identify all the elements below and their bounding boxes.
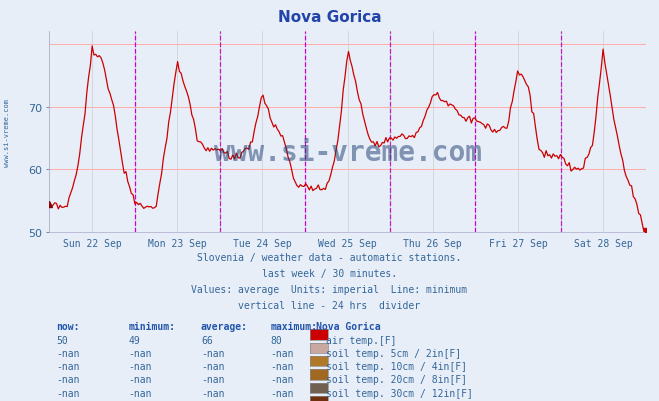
Text: 49: 49 — [129, 335, 140, 345]
Text: -nan: -nan — [129, 361, 152, 371]
Text: -nan: -nan — [129, 375, 152, 385]
Text: soil temp. 10cm / 4in[F]: soil temp. 10cm / 4in[F] — [326, 361, 467, 371]
Text: -nan: -nan — [270, 388, 294, 398]
Text: Fri 27 Sep: Fri 27 Sep — [488, 239, 548, 249]
Text: -nan: -nan — [129, 348, 152, 358]
Text: -nan: -nan — [56, 361, 80, 371]
Text: 50: 50 — [56, 335, 68, 345]
Text: 66: 66 — [201, 335, 213, 345]
Text: -nan: -nan — [201, 375, 225, 385]
Text: now:: now: — [56, 322, 80, 332]
Text: 80: 80 — [270, 335, 282, 345]
Text: Wed 25 Sep: Wed 25 Sep — [318, 239, 377, 249]
Text: www.si-vreme.com: www.si-vreme.com — [3, 98, 10, 166]
Text: soil temp. 20cm / 8in[F]: soil temp. 20cm / 8in[F] — [326, 375, 467, 385]
Text: Nova Gorica: Nova Gorica — [316, 322, 381, 332]
Text: average:: average: — [201, 322, 248, 332]
Text: last week / 30 minutes.: last week / 30 minutes. — [262, 269, 397, 279]
Text: Sat 28 Sep: Sat 28 Sep — [574, 239, 633, 249]
Text: -nan: -nan — [56, 375, 80, 385]
Text: air temp.[F]: air temp.[F] — [326, 335, 397, 345]
Text: Tue 24 Sep: Tue 24 Sep — [233, 239, 292, 249]
Text: -nan: -nan — [56, 388, 80, 398]
Text: -nan: -nan — [56, 348, 80, 358]
Text: vertical line - 24 hrs  divider: vertical line - 24 hrs divider — [239, 301, 420, 311]
Text: Values: average  Units: imperial  Line: minimum: Values: average Units: imperial Line: mi… — [191, 285, 468, 295]
Text: -nan: -nan — [129, 388, 152, 398]
Text: maximum:: maximum: — [270, 322, 317, 332]
Text: -nan: -nan — [270, 348, 294, 358]
Text: Thu 26 Sep: Thu 26 Sep — [403, 239, 462, 249]
Text: -nan: -nan — [270, 361, 294, 371]
Text: Nova Gorica: Nova Gorica — [277, 10, 382, 25]
Text: -nan: -nan — [201, 348, 225, 358]
Text: Sun 22 Sep: Sun 22 Sep — [63, 239, 121, 249]
Text: -nan: -nan — [201, 388, 225, 398]
Text: Slovenia / weather data - automatic stations.: Slovenia / weather data - automatic stat… — [197, 253, 462, 263]
Text: minimum:: minimum: — [129, 322, 175, 332]
Text: soil temp. 5cm / 2in[F]: soil temp. 5cm / 2in[F] — [326, 348, 461, 358]
Text: www.si-vreme.com: www.si-vreme.com — [214, 138, 482, 166]
Text: Mon 23 Sep: Mon 23 Sep — [148, 239, 207, 249]
Text: -nan: -nan — [201, 361, 225, 371]
Text: soil temp. 30cm / 12in[F]: soil temp. 30cm / 12in[F] — [326, 388, 473, 398]
Text: -nan: -nan — [270, 375, 294, 385]
